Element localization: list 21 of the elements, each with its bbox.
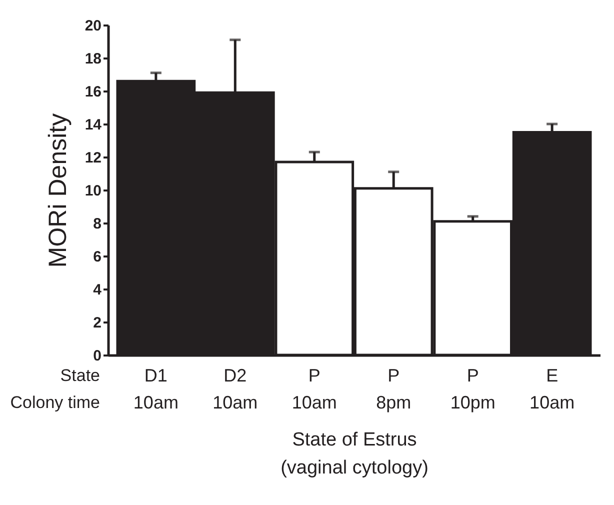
x-axis-title: State of Estrus (vaginal cytology): [280, 430, 428, 478]
y-tick-label: 14: [84, 116, 102, 134]
y-tick-label: 0: [93, 348, 102, 364]
y-tick-label: 6: [93, 248, 102, 266]
text: State: [60, 366, 100, 386]
y-tick-label: 20: [84, 18, 102, 34]
y-tick-label: 8: [93, 216, 102, 232]
x-tick-label: E 10am: [530, 366, 575, 412]
x-tick-label: P 10pm: [450, 366, 496, 412]
y-tick-label: 18: [84, 50, 102, 68]
x-tick-label: D2 10am: [212, 366, 258, 412]
y-tick-label: 12: [84, 150, 102, 166]
y-tick-label: 4: [93, 282, 102, 298]
y-axis-title: MORi Density: [44, 112, 72, 268]
text: Colony time: [10, 393, 100, 413]
y-tick-label: 16: [84, 84, 102, 100]
x-tick-label: P 8pm: [376, 366, 412, 412]
x-tick-label: P 10am: [292, 366, 337, 412]
y-tick-label: 2: [93, 314, 102, 332]
x-tick-label: D1 10am: [133, 366, 178, 412]
y-tick-label: 10: [84, 182, 102, 200]
